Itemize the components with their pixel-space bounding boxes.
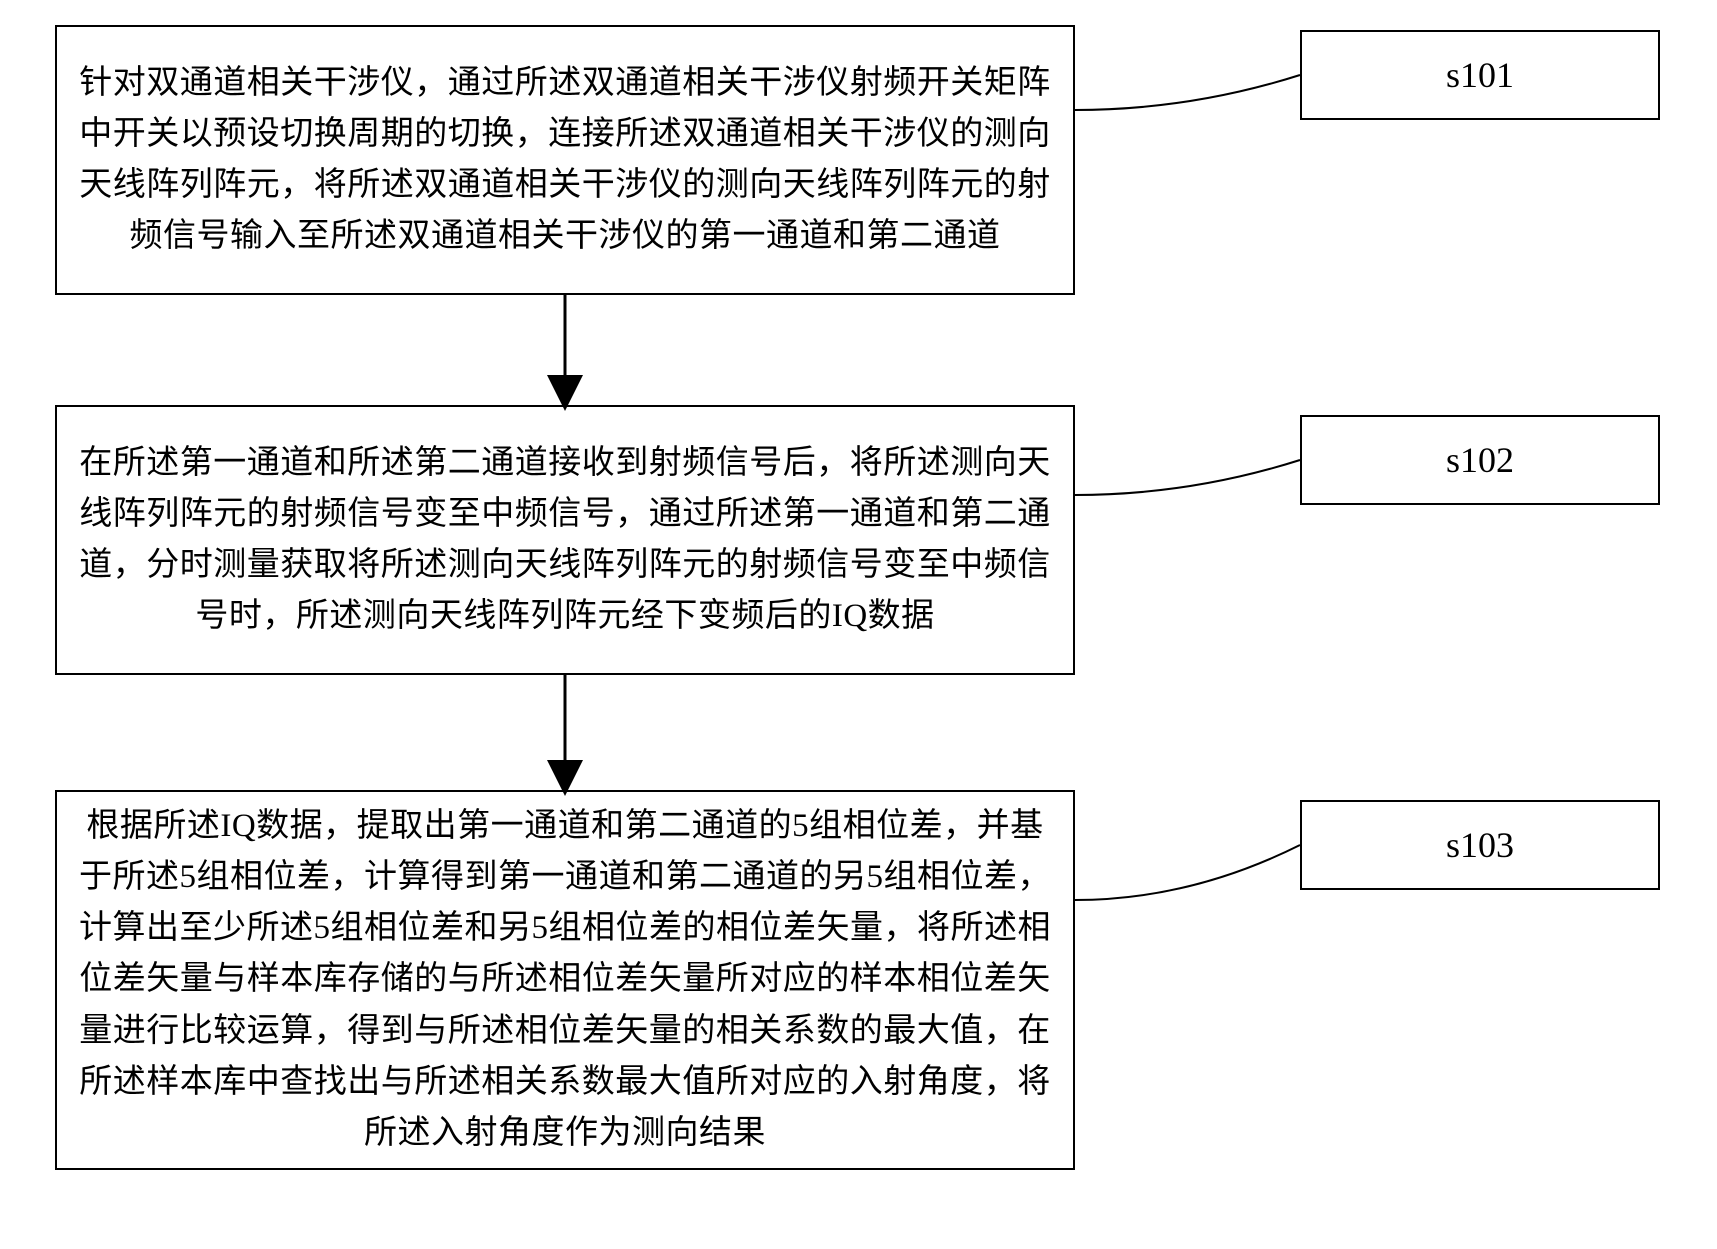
- step-label-s102: s102: [1300, 415, 1660, 505]
- flowchart-step-1-text: 针对双通道相关干涉仪，通过所述双通道相关干涉仪射频开关矩阵中开关以预设切换周期的…: [75, 58, 1055, 263]
- flowchart-step-2-text: 在所述第一通道和所述第二通道接收到射频信号后，将所述测向天线阵列阵元的射频信号变…: [75, 438, 1055, 643]
- flowchart-step-3: 根据所述IQ数据，提取出第一通道和第二通道的5组相位差，并基于所述5组相位差，计…: [55, 790, 1075, 1170]
- step-label-s101-text: s101: [1446, 54, 1514, 96]
- flowchart-step-2: 在所述第一通道和所述第二通道接收到射频信号后，将所述测向天线阵列阵元的射频信号变…: [55, 405, 1075, 675]
- step-label-s103-text: s103: [1446, 824, 1514, 866]
- connector-n2-l2: [1075, 460, 1300, 495]
- flowchart-step-1: 针对双通道相关干涉仪，通过所述双通道相关干涉仪射频开关矩阵中开关以预设切换周期的…: [55, 25, 1075, 295]
- connector-n1-l1: [1075, 75, 1300, 110]
- step-label-s103: s103: [1300, 800, 1660, 890]
- flowchart-step-3-text: 根据所述IQ数据，提取出第一通道和第二通道的5组相位差，并基于所述5组相位差，计…: [75, 801, 1055, 1159]
- step-label-s101: s101: [1300, 30, 1660, 120]
- step-label-s102-text: s102: [1446, 439, 1514, 481]
- connector-n3-l3: [1075, 845, 1300, 900]
- flowchart-canvas: 针对双通道相关干涉仪，通过所述双通道相关干涉仪射频开关矩阵中开关以预设切换周期的…: [0, 0, 1717, 1249]
